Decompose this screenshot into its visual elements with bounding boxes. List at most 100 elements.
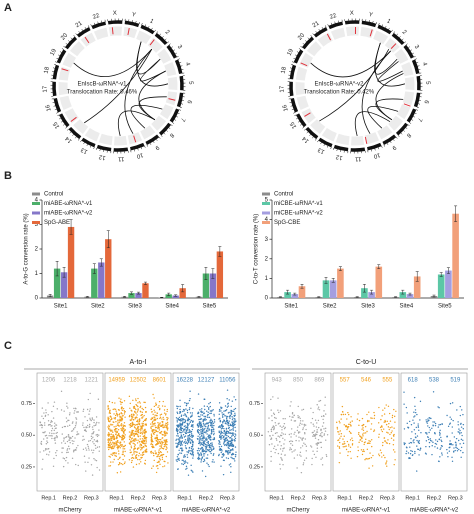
point xyxy=(185,431,188,433)
chromosome-band xyxy=(62,52,77,68)
point xyxy=(289,405,291,407)
point xyxy=(293,414,295,417)
point xyxy=(446,414,448,417)
point xyxy=(39,451,41,453)
point xyxy=(67,434,70,436)
point xyxy=(232,428,234,430)
point xyxy=(198,457,201,460)
count-label: 557 xyxy=(340,378,351,384)
point xyxy=(113,435,115,437)
point xyxy=(123,400,126,402)
point xyxy=(436,440,439,443)
scale-tick xyxy=(95,147,98,150)
scale-tick xyxy=(389,141,392,144)
point xyxy=(223,438,225,440)
point xyxy=(152,393,154,396)
scale-tick xyxy=(407,124,410,127)
point xyxy=(154,452,157,455)
point xyxy=(109,441,112,443)
scale-tick xyxy=(59,51,62,53)
point xyxy=(426,433,428,435)
point xyxy=(212,448,214,450)
point xyxy=(90,464,93,466)
chromosome-band xyxy=(167,76,178,90)
point xyxy=(128,424,131,426)
point xyxy=(134,398,137,400)
point xyxy=(224,437,227,440)
scale-tick xyxy=(300,123,302,126)
chromosome-label: Y xyxy=(131,12,136,19)
point xyxy=(381,430,384,433)
scale-tick xyxy=(397,135,400,137)
point xyxy=(177,435,180,437)
point xyxy=(320,441,322,444)
point xyxy=(383,437,386,439)
point xyxy=(296,454,299,456)
point xyxy=(362,424,365,426)
point xyxy=(371,465,374,467)
chromosome-label: 9 xyxy=(153,144,160,151)
point xyxy=(85,470,87,472)
point xyxy=(231,441,233,444)
point xyxy=(324,396,326,398)
point xyxy=(208,446,211,449)
point xyxy=(133,432,135,435)
point xyxy=(185,447,188,450)
point xyxy=(361,436,363,439)
point xyxy=(213,421,216,423)
point xyxy=(51,421,53,423)
point xyxy=(153,459,155,462)
point xyxy=(71,440,73,442)
point xyxy=(123,432,125,435)
point xyxy=(197,415,200,418)
scale-tick xyxy=(289,67,293,69)
scale-tick xyxy=(56,57,59,60)
point xyxy=(291,451,293,453)
point xyxy=(135,456,138,459)
point xyxy=(177,405,179,408)
point xyxy=(190,434,193,437)
chromosome-label: 15 xyxy=(52,120,61,129)
rep-label: Rep.3 xyxy=(448,495,463,501)
point xyxy=(94,444,97,447)
point xyxy=(154,411,156,413)
point xyxy=(155,414,158,417)
point xyxy=(321,435,323,438)
point xyxy=(200,461,202,463)
error-bar xyxy=(446,267,450,274)
scale-tick xyxy=(167,41,169,44)
point xyxy=(115,432,117,434)
point xyxy=(417,423,419,425)
bar xyxy=(284,292,291,298)
scale-tick xyxy=(414,112,417,115)
point xyxy=(112,447,115,449)
panel-label: B xyxy=(4,170,12,182)
point xyxy=(117,464,120,466)
point xyxy=(142,408,145,411)
point xyxy=(232,444,235,447)
point xyxy=(221,425,223,428)
scale-tick xyxy=(177,112,180,115)
point xyxy=(116,440,119,442)
point xyxy=(305,450,307,452)
scale-tick xyxy=(293,112,296,114)
point xyxy=(179,408,181,411)
group-label: miABE-ωRNA*-v2 xyxy=(410,508,459,514)
point xyxy=(66,451,68,454)
count-label: 869 xyxy=(314,378,325,384)
point xyxy=(207,411,209,413)
point xyxy=(414,450,416,453)
point xyxy=(176,407,179,410)
point xyxy=(114,445,116,447)
point xyxy=(232,449,234,451)
point xyxy=(128,415,131,418)
point xyxy=(201,408,203,410)
point xyxy=(130,457,133,459)
point xyxy=(367,419,369,422)
point xyxy=(339,422,341,424)
scale-tick xyxy=(168,43,171,46)
point xyxy=(302,463,304,466)
point xyxy=(166,419,168,421)
point xyxy=(72,451,75,453)
point xyxy=(274,451,276,454)
